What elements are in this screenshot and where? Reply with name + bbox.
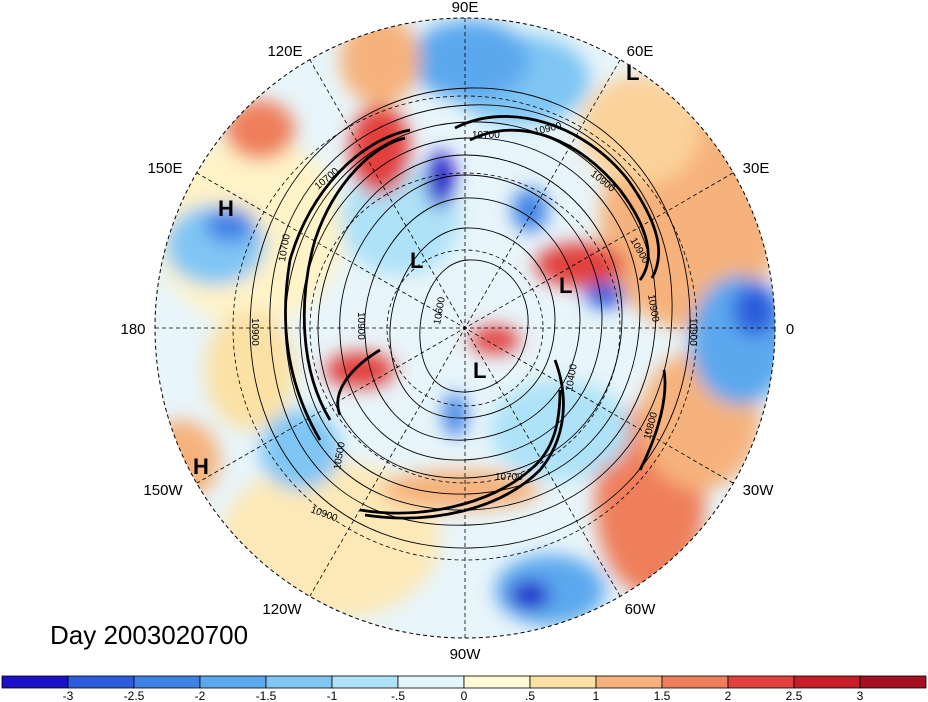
lon-label: 150W — [143, 482, 183, 499]
low-pressure-mark: L — [626, 60, 639, 85]
colorbar-tick-label: -1.5 — [256, 689, 277, 702]
low-pressure-mark: L — [559, 273, 572, 298]
colorbar-tick-label: 0 — [461, 689, 468, 702]
height-contours — [249, 87, 691, 549]
contour-label: 10500 — [332, 441, 348, 471]
colorbar-swatch — [727, 675, 795, 689]
colorbar-tick-label: 2 — [725, 689, 732, 702]
colorbar-swatch — [67, 675, 135, 689]
lon-label: 60W — [625, 601, 657, 618]
low-pressure-mark: L — [410, 248, 423, 273]
colorbar-swatch — [529, 675, 597, 689]
contour-label: 10900 — [355, 312, 366, 340]
colorbar-tick-label: -1 — [327, 689, 338, 702]
colorbar-swatch — [133, 675, 201, 689]
colorbar-swatch — [595, 675, 663, 689]
contour-label: 10900 — [645, 294, 661, 324]
colorbar-swatch — [793, 675, 861, 689]
colorbar-tick-label: -3 — [63, 689, 74, 702]
lon-label: 90W — [450, 646, 482, 663]
lon-label: 150E — [147, 160, 182, 177]
high-pressure-mark: H — [218, 196, 234, 221]
colorbar-swatch — [397, 675, 465, 689]
contour-label: 10700 — [495, 472, 523, 483]
contour-label: 10700 — [277, 233, 293, 263]
contour-label: 10900 — [687, 318, 698, 346]
colorbar-swatch — [661, 675, 729, 689]
pressure-centres: L L L L H H — [193, 60, 639, 479]
graticule — [155, 18, 775, 638]
figure-title: Day 2003020700 — [50, 620, 248, 650]
lon-label: 180 — [120, 321, 145, 338]
colorbar-swatch — [859, 675, 927, 689]
colorbar-tick-label: -2.5 — [124, 689, 145, 702]
jet-contours — [284, 115, 667, 520]
lon-label: 30W — [743, 482, 775, 499]
colorbar-tick-label: -2 — [195, 689, 206, 702]
colorbar-tick-label: 1.5 — [654, 689, 671, 702]
contour-label: 10700 — [472, 130, 500, 141]
contour-label: 10400 — [564, 363, 580, 393]
low-pressure-mark: L — [473, 358, 486, 383]
colorbar-swatch — [331, 675, 399, 689]
colorbar-swatch — [199, 675, 267, 689]
high-pressure-mark: H — [193, 454, 209, 479]
lon-label: 60E — [627, 43, 654, 60]
colorbar: -3 -2.5 -2 -1.5 -1 -.5 0 .5 1 1.5 2 2.5 3 — [1, 675, 927, 702]
colorbar-swatch — [1, 675, 69, 689]
lon-label: 0 — [786, 321, 794, 338]
longitude-labels: 90E 60E 30E 0 30W 60W 90W 120W 150W 180 … — [120, 0, 794, 663]
colorbar-tick-label: 3 — [857, 689, 864, 702]
lon-label: 30E — [743, 160, 770, 177]
contour-label: 10600 — [432, 296, 448, 326]
colorbar-swatch — [463, 675, 531, 689]
lon-label: 120W — [262, 601, 302, 618]
colorbar-tick-label: 1 — [593, 689, 600, 702]
contour-label: 10900 — [249, 318, 260, 346]
lon-label: 90E — [452, 0, 479, 16]
colorbar-tick-label: 2.5 — [786, 689, 803, 702]
colorbar-swatch — [265, 675, 333, 689]
colorbar-tick-label: .5 — [525, 689, 535, 702]
map-boundary — [154, 17, 776, 639]
colorbar-tick-label: -.5 — [391, 689, 405, 702]
shaded-field — [155, 18, 775, 638]
lon-label: 120E — [267, 43, 302, 60]
